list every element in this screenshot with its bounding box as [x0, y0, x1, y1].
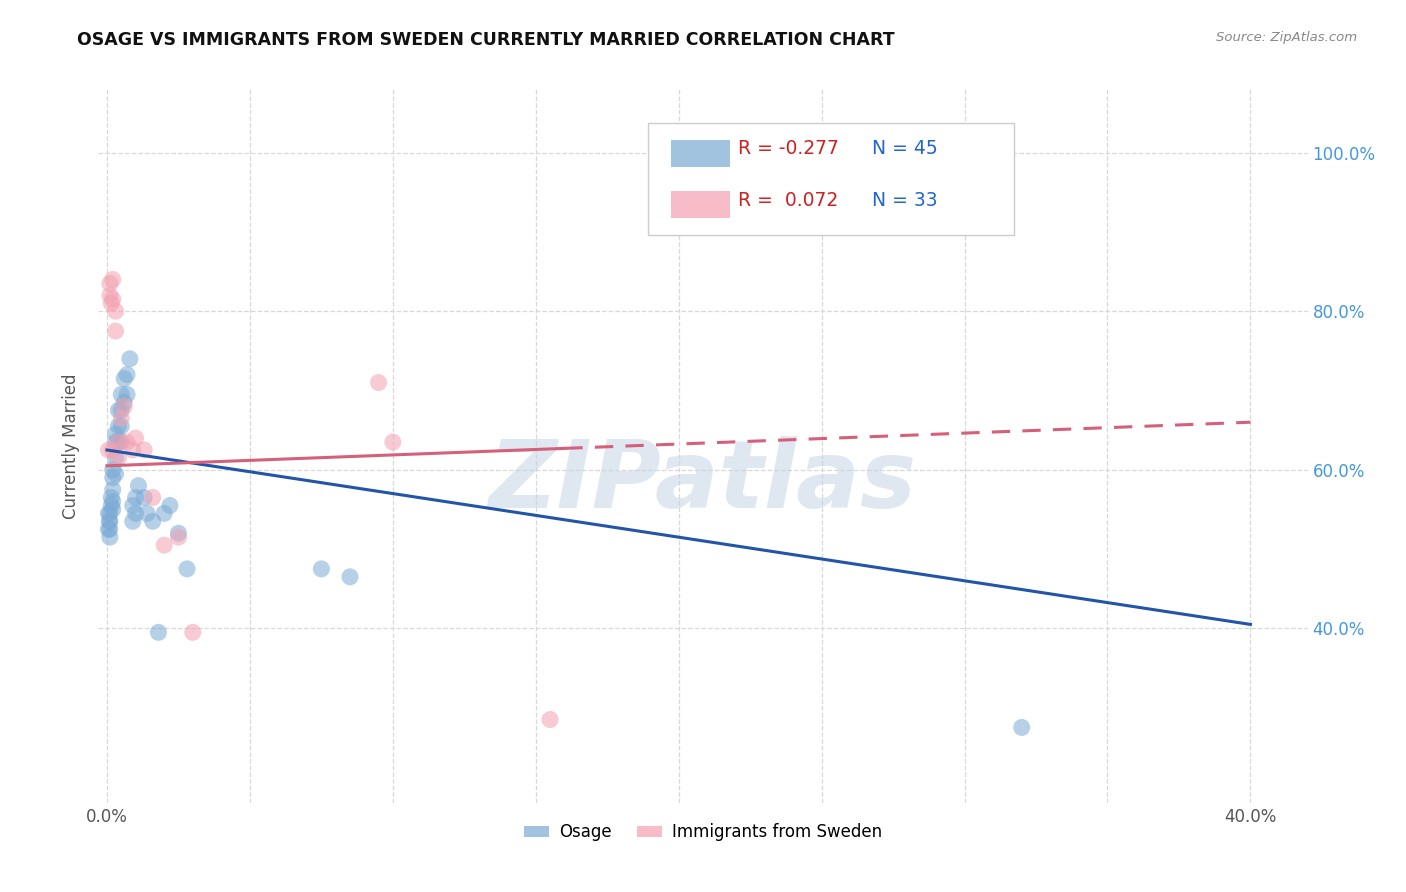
- Point: [110, 411, 132, 425]
- Point: [98, 514, 121, 528]
- Point: [107, 419, 129, 434]
- Point: [104, 467, 127, 481]
- Point: [100, 296, 122, 310]
- Point: [159, 499, 181, 513]
- Point: [136, 507, 159, 521]
- Point: [110, 419, 132, 434]
- Point: [104, 435, 127, 450]
- Legend: Osage, Immigrants from Sweden: Osage, Immigrants from Sweden: [517, 817, 889, 848]
- Point: [181, 625, 204, 640]
- Point: [121, 514, 143, 528]
- Point: [101, 442, 124, 457]
- Point: [339, 570, 361, 584]
- Point: [101, 502, 124, 516]
- Point: [98, 522, 121, 536]
- Point: [112, 371, 135, 385]
- Text: Source: ZipAtlas.com: Source: ZipAtlas.com: [1216, 31, 1357, 45]
- Point: [134, 491, 156, 505]
- Point: [101, 293, 124, 307]
- Text: R =  0.072: R = 0.072: [738, 191, 838, 210]
- Point: [107, 403, 129, 417]
- Point: [97, 507, 120, 521]
- Point: [112, 400, 135, 414]
- Text: ZIPatlas: ZIPatlas: [489, 435, 917, 528]
- Point: [134, 442, 156, 457]
- Point: [367, 376, 389, 390]
- Point: [107, 435, 129, 450]
- Point: [98, 288, 121, 302]
- Point: [101, 463, 124, 477]
- Point: [101, 471, 124, 485]
- Point: [115, 387, 138, 401]
- Text: R = -0.277: R = -0.277: [738, 139, 839, 159]
- Point: [107, 435, 129, 450]
- Point: [118, 351, 141, 366]
- Point: [311, 562, 333, 576]
- Text: OSAGE VS IMMIGRANTS FROM SWEDEN CURRENTLY MARRIED CORRELATION CHART: OSAGE VS IMMIGRANTS FROM SWEDEN CURRENTL…: [77, 31, 896, 49]
- Point: [167, 526, 190, 541]
- Point: [104, 450, 127, 465]
- Text: N = 33: N = 33: [872, 191, 938, 210]
- Point: [104, 304, 127, 318]
- Point: [107, 450, 129, 465]
- Y-axis label: Currently Married: Currently Married: [62, 373, 80, 519]
- Point: [1011, 721, 1033, 735]
- Point: [142, 514, 165, 528]
- Point: [101, 272, 124, 286]
- Point: [127, 478, 149, 492]
- Point: [381, 435, 404, 450]
- Point: [112, 395, 135, 409]
- Point: [97, 442, 120, 457]
- Point: [167, 530, 190, 544]
- Point: [115, 435, 138, 450]
- Point: [142, 491, 165, 505]
- Point: [121, 442, 143, 457]
- Point: [153, 538, 176, 552]
- Point: [115, 368, 138, 382]
- Point: [98, 530, 121, 544]
- Point: [100, 499, 122, 513]
- Point: [153, 507, 176, 521]
- Point: [124, 507, 146, 521]
- Point: [104, 324, 127, 338]
- Point: [538, 713, 561, 727]
- Point: [98, 514, 121, 528]
- Text: N = 45: N = 45: [872, 139, 938, 159]
- Point: [110, 387, 132, 401]
- Point: [148, 625, 170, 640]
- Point: [110, 403, 132, 417]
- Point: [101, 494, 124, 508]
- Point: [100, 491, 122, 505]
- Point: [98, 507, 121, 521]
- Point: [110, 435, 132, 450]
- Point: [97, 522, 120, 536]
- Point: [124, 491, 146, 505]
- Point: [121, 499, 143, 513]
- Point: [98, 277, 121, 291]
- Point: [176, 562, 198, 576]
- Point: [104, 427, 127, 442]
- Point: [101, 483, 124, 497]
- Point: [124, 431, 146, 445]
